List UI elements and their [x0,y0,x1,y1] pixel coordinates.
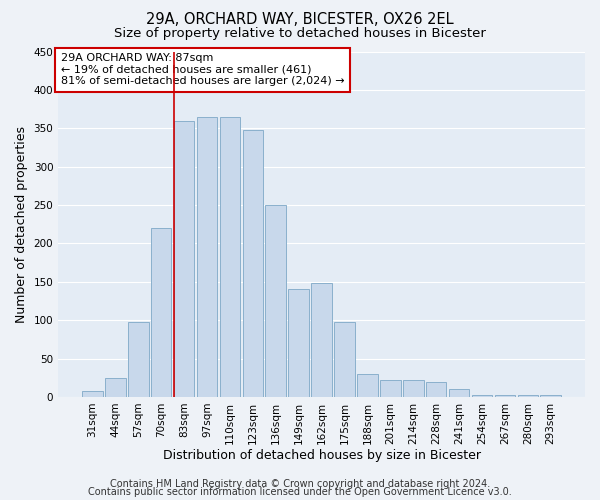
Bar [518,396,538,397]
X-axis label: Distribution of detached houses by size in Bicester: Distribution of detached houses by size … [163,450,481,462]
Text: 29A ORCHARD WAY: 87sqm
← 19% of detached houses are smaller (461)
81% of semi-de: 29A ORCHARD WAY: 87sqm ← 19% of detached… [61,53,344,86]
Bar [105,378,125,397]
Bar [128,322,149,397]
Text: 29A, ORCHARD WAY, BICESTER, OX26 2EL: 29A, ORCHARD WAY, BICESTER, OX26 2EL [146,12,454,28]
Bar [380,380,401,397]
Bar [265,205,286,397]
Bar [220,117,240,397]
Bar [357,374,378,397]
Bar [426,382,446,397]
Bar [151,228,172,397]
Bar [197,117,217,397]
Bar [82,391,103,397]
Bar [311,284,332,397]
Bar [403,380,424,397]
Bar [289,290,309,397]
Bar [541,396,561,397]
Bar [472,394,493,397]
Bar [174,120,194,397]
Bar [242,130,263,397]
Text: Contains HM Land Registry data © Crown copyright and database right 2024.: Contains HM Land Registry data © Crown c… [110,479,490,489]
Text: Size of property relative to detached houses in Bicester: Size of property relative to detached ho… [114,28,486,40]
Bar [494,396,515,397]
Bar [449,390,469,397]
Bar [334,322,355,397]
Text: Contains public sector information licensed under the Open Government Licence v3: Contains public sector information licen… [88,487,512,497]
Y-axis label: Number of detached properties: Number of detached properties [15,126,28,322]
